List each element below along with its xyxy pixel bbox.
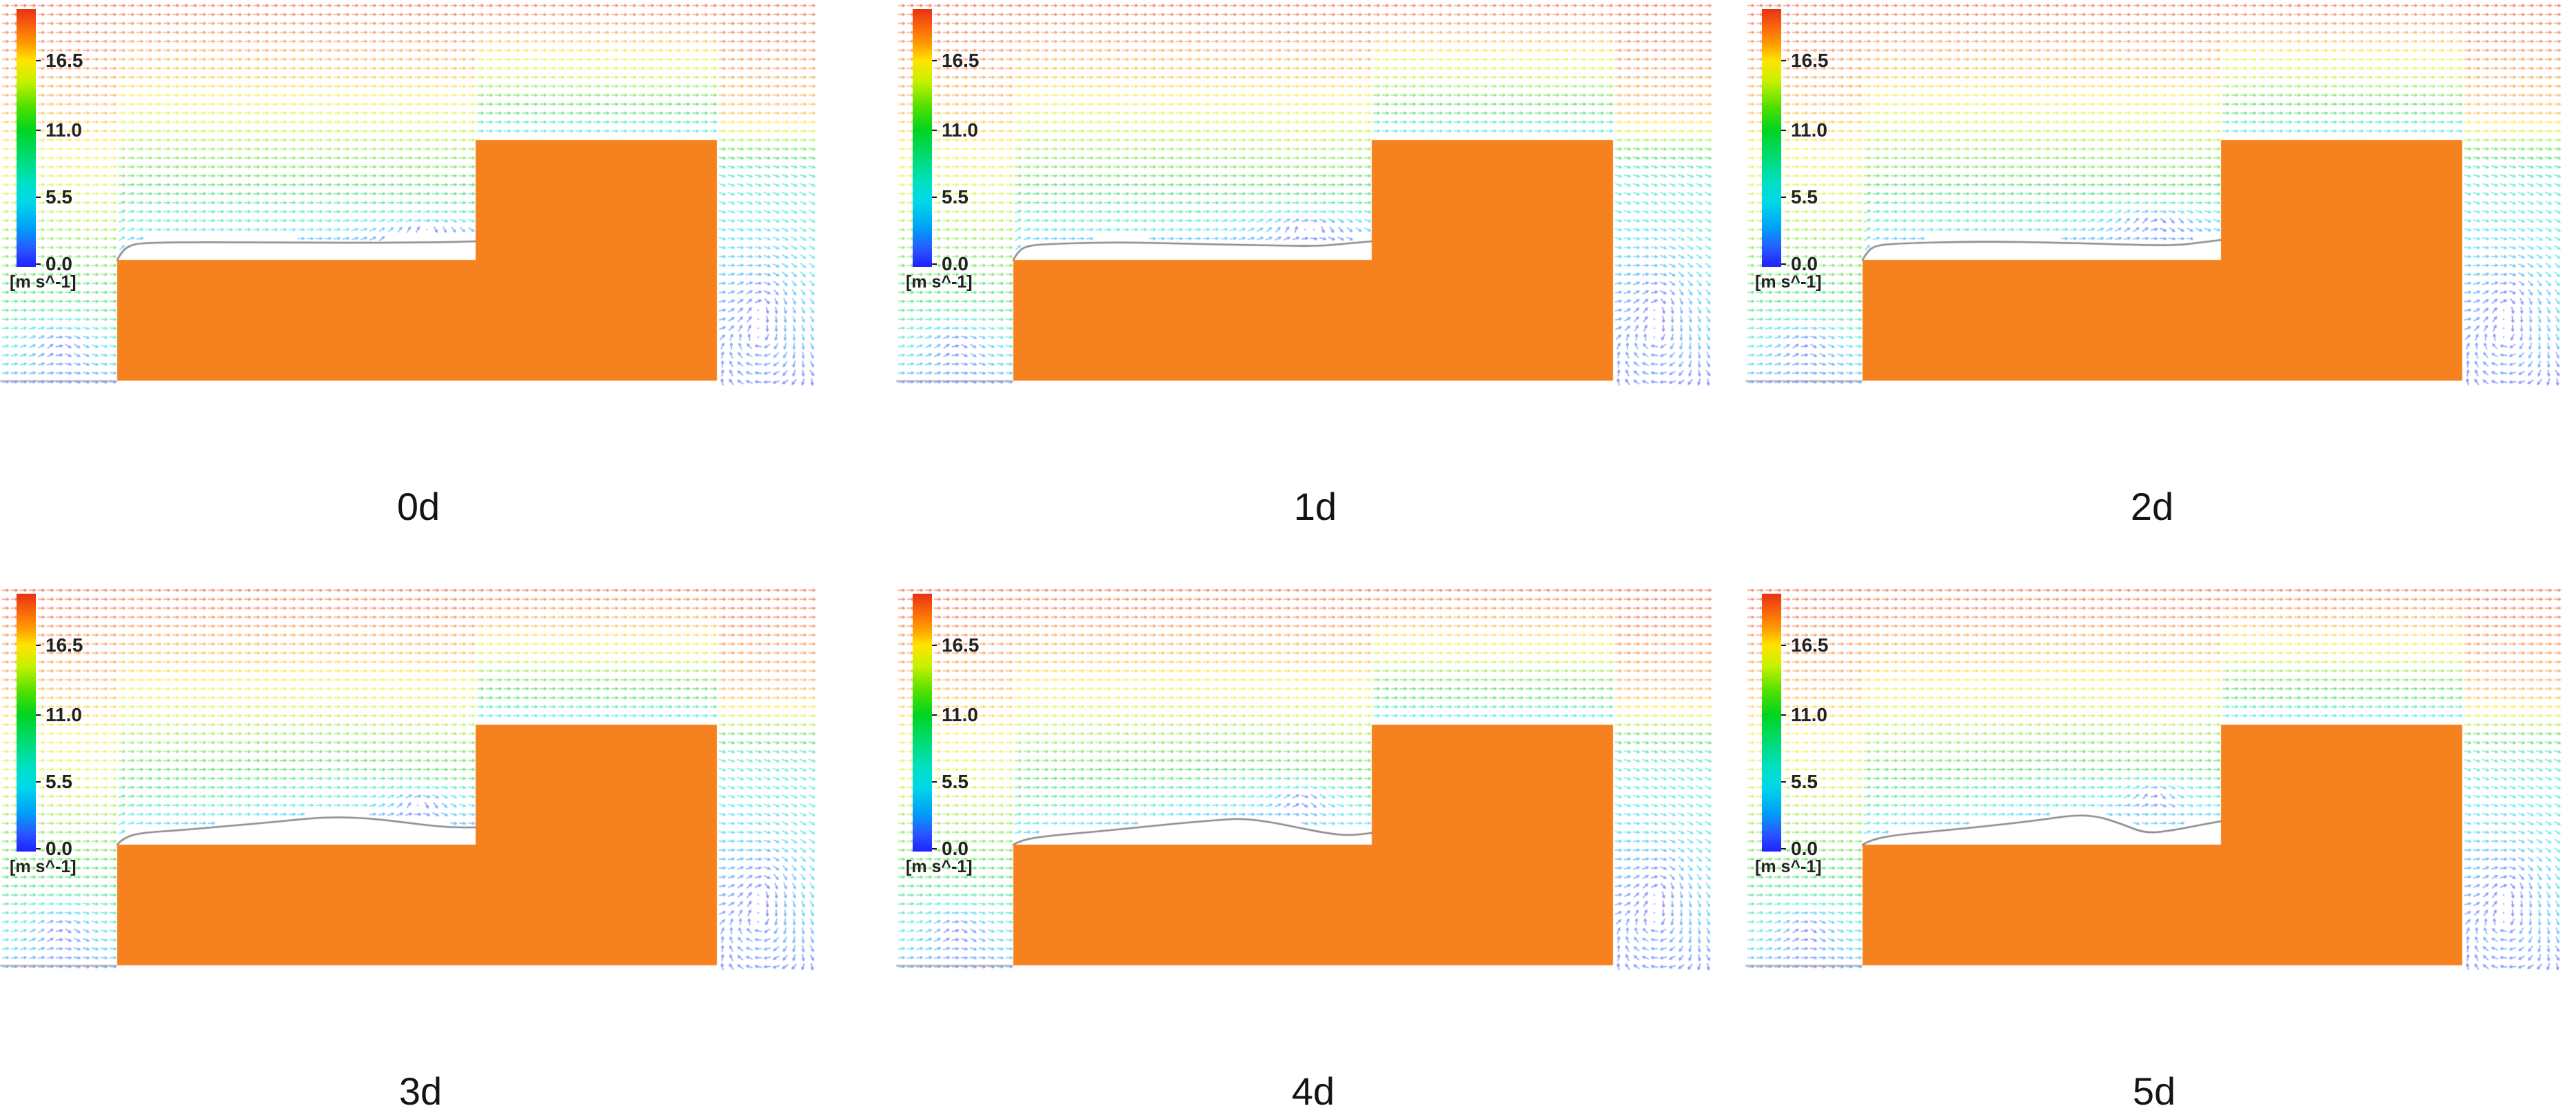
cfd-panel-2d: 16.5 11.0 5.5 0.0 [m s^-1] 2d xyxy=(1745,0,2566,531)
panel-label: 0d xyxy=(396,485,440,528)
vector-field-canvas xyxy=(1745,585,2566,974)
panel-label: 4d xyxy=(1291,1069,1335,1113)
cfd-panel-3d: 16.5 11.0 5.5 0.0 [m s^-1] 3d xyxy=(0,585,820,1116)
vector-field-canvas xyxy=(1745,0,2566,390)
panel-label: 5d xyxy=(2132,1069,2176,1113)
cfd-panel-0d: 16.5 11.0 5.5 0.0 [m s^-1] 0d xyxy=(0,0,820,531)
vector-field-canvas xyxy=(896,585,1716,974)
vector-field-canvas xyxy=(0,0,820,390)
panel-label: 3d xyxy=(398,1069,443,1113)
cfd-panel-4d: 16.5 11.0 5.5 0.0 [m s^-1] 4d xyxy=(896,585,1716,1116)
vector-field-canvas xyxy=(896,0,1716,390)
cfd-panel-1d: 16.5 11.0 5.5 0.0 [m s^-1] 1d xyxy=(896,0,1716,531)
panel-label: 1d xyxy=(1293,485,1337,528)
panel-label: 2d xyxy=(2130,485,2174,528)
vector-field-canvas xyxy=(0,585,820,974)
cfd-panel-5d: 16.5 11.0 5.5 0.0 [m s^-1] 5d xyxy=(1745,585,2566,1116)
